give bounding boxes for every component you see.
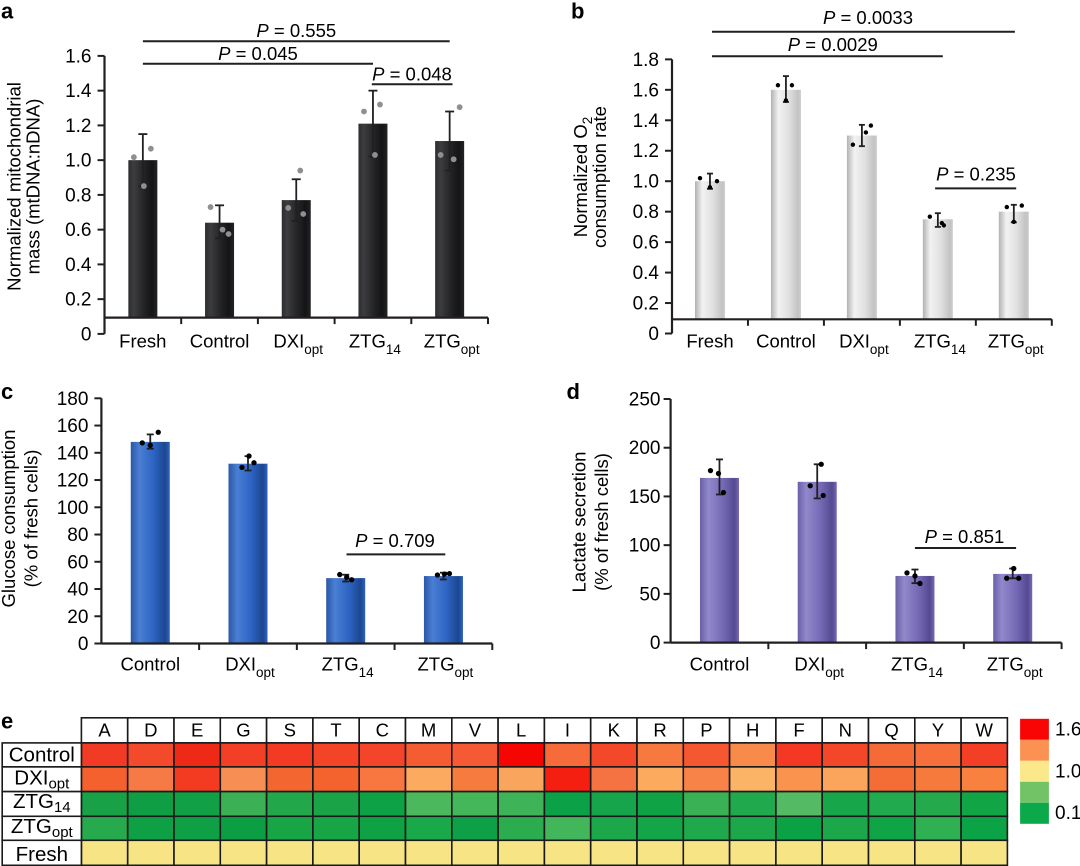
svg-text:20: 20 <box>67 607 88 628</box>
svg-text:C: C <box>376 720 389 741</box>
svg-text:P = 0.0033: P = 0.0033 <box>823 7 913 28</box>
svg-text:160: 160 <box>57 416 89 437</box>
svg-text:0.6: 0.6 <box>65 220 91 241</box>
svg-text:1.2: 1.2 <box>633 141 659 162</box>
svg-text:(% of fresh cells): (% of fresh cells) <box>591 453 612 591</box>
svg-text:E: E <box>191 720 203 741</box>
svg-text:Control: Control <box>120 654 180 675</box>
svg-text:K: K <box>608 720 621 741</box>
svg-text:b: b <box>571 0 584 24</box>
svg-text:200: 200 <box>629 438 661 459</box>
svg-text:T: T <box>330 720 341 741</box>
svg-text:L: L <box>516 720 526 741</box>
svg-text:c: c <box>1 379 13 404</box>
svg-text:M: M <box>421 720 436 741</box>
svg-text:50: 50 <box>639 584 660 605</box>
svg-text:I: I <box>565 720 570 741</box>
svg-text:Normalized mitochondrial: Normalized mitochondrial <box>4 82 25 291</box>
svg-text:Fresh: Fresh <box>119 331 166 352</box>
svg-text:140: 140 <box>57 443 89 464</box>
svg-text:H: H <box>746 720 759 741</box>
svg-text:P = 0.555: P = 0.555 <box>256 20 336 41</box>
svg-text:W: W <box>975 720 993 741</box>
svg-text:0: 0 <box>648 324 659 345</box>
svg-text:0.8: 0.8 <box>633 202 659 223</box>
svg-text:1.2: 1.2 <box>65 116 91 137</box>
svg-text:D: D <box>144 720 157 741</box>
svg-text:60: 60 <box>67 552 88 573</box>
svg-text:1.6: 1.6 <box>1055 719 1080 740</box>
svg-text:0: 0 <box>78 634 89 655</box>
svg-text:P = 0.709: P = 0.709 <box>355 530 435 551</box>
svg-text:mass (mtDNA:nDNA): mass (mtDNA:nDNA) <box>23 99 44 275</box>
svg-text:0: 0 <box>650 633 661 654</box>
svg-text:e: e <box>1 709 13 734</box>
svg-text:Fresh: Fresh <box>686 331 733 352</box>
svg-text:0.1: 0.1 <box>1055 803 1080 824</box>
svg-text:P = 0.235: P = 0.235 <box>936 164 1016 185</box>
svg-text:(% of fresh cells): (% of fresh cells) <box>21 450 42 588</box>
svg-text:1.0: 1.0 <box>633 172 659 193</box>
svg-text:d: d <box>567 379 580 404</box>
svg-text:150: 150 <box>629 487 661 508</box>
svg-text:F: F <box>793 720 804 741</box>
svg-text:consumption rate: consumption rate <box>589 106 610 248</box>
svg-text:Control: Control <box>756 331 816 352</box>
svg-text:Normalized O2: Normalized O2 <box>570 117 595 238</box>
svg-text:100: 100 <box>57 498 89 519</box>
svg-text:0.2: 0.2 <box>65 290 91 311</box>
svg-text:R: R <box>653 720 666 741</box>
svg-text:120: 120 <box>57 471 89 492</box>
svg-text:a: a <box>1 0 14 24</box>
svg-text:1.0: 1.0 <box>1055 762 1080 783</box>
svg-text:100: 100 <box>629 536 661 557</box>
svg-text:P = 0.048: P = 0.048 <box>372 63 452 84</box>
svg-text:0.8: 0.8 <box>65 185 91 206</box>
svg-text:ZTGopt: ZTGopt <box>11 815 74 841</box>
svg-text:0.6: 0.6 <box>633 233 659 254</box>
svg-text:S: S <box>284 720 296 741</box>
svg-text:1.4: 1.4 <box>65 81 92 102</box>
svg-text:1.6: 1.6 <box>65 46 91 67</box>
svg-text:Fresh: Fresh <box>16 843 68 866</box>
svg-text:V: V <box>469 720 482 741</box>
svg-text:1.6: 1.6 <box>633 80 659 101</box>
svg-text:180: 180 <box>57 389 89 410</box>
svg-text:P = 0.851: P = 0.851 <box>925 526 1005 547</box>
svg-text:Control: Control <box>9 743 75 766</box>
svg-text:P = 0.045: P = 0.045 <box>218 43 298 64</box>
svg-text:Q: Q <box>884 720 898 741</box>
svg-text:1.0: 1.0 <box>65 151 91 172</box>
svg-text:A: A <box>98 720 111 741</box>
svg-text:Control: Control <box>690 654 750 675</box>
svg-text:N: N <box>839 720 852 741</box>
svg-text:Control: Control <box>190 331 250 352</box>
svg-text:Lactate secretion: Lactate secretion <box>569 452 590 593</box>
svg-text:250: 250 <box>629 390 661 411</box>
svg-text:0.2: 0.2 <box>633 294 659 315</box>
svg-text:P: P <box>700 720 712 741</box>
svg-text:0: 0 <box>81 324 92 345</box>
svg-text:40: 40 <box>67 580 88 601</box>
svg-text:1.4: 1.4 <box>633 111 660 132</box>
svg-text:1.8: 1.8 <box>633 50 659 71</box>
svg-text:P = 0.0029: P = 0.0029 <box>788 34 878 55</box>
svg-text:Glucose consumption: Glucose consumption <box>0 430 19 608</box>
svg-text:80: 80 <box>67 525 88 546</box>
svg-text:Y: Y <box>932 720 944 741</box>
svg-text:G: G <box>236 720 250 741</box>
svg-text:0.4: 0.4 <box>633 263 660 284</box>
svg-text:0.4: 0.4 <box>65 255 92 276</box>
